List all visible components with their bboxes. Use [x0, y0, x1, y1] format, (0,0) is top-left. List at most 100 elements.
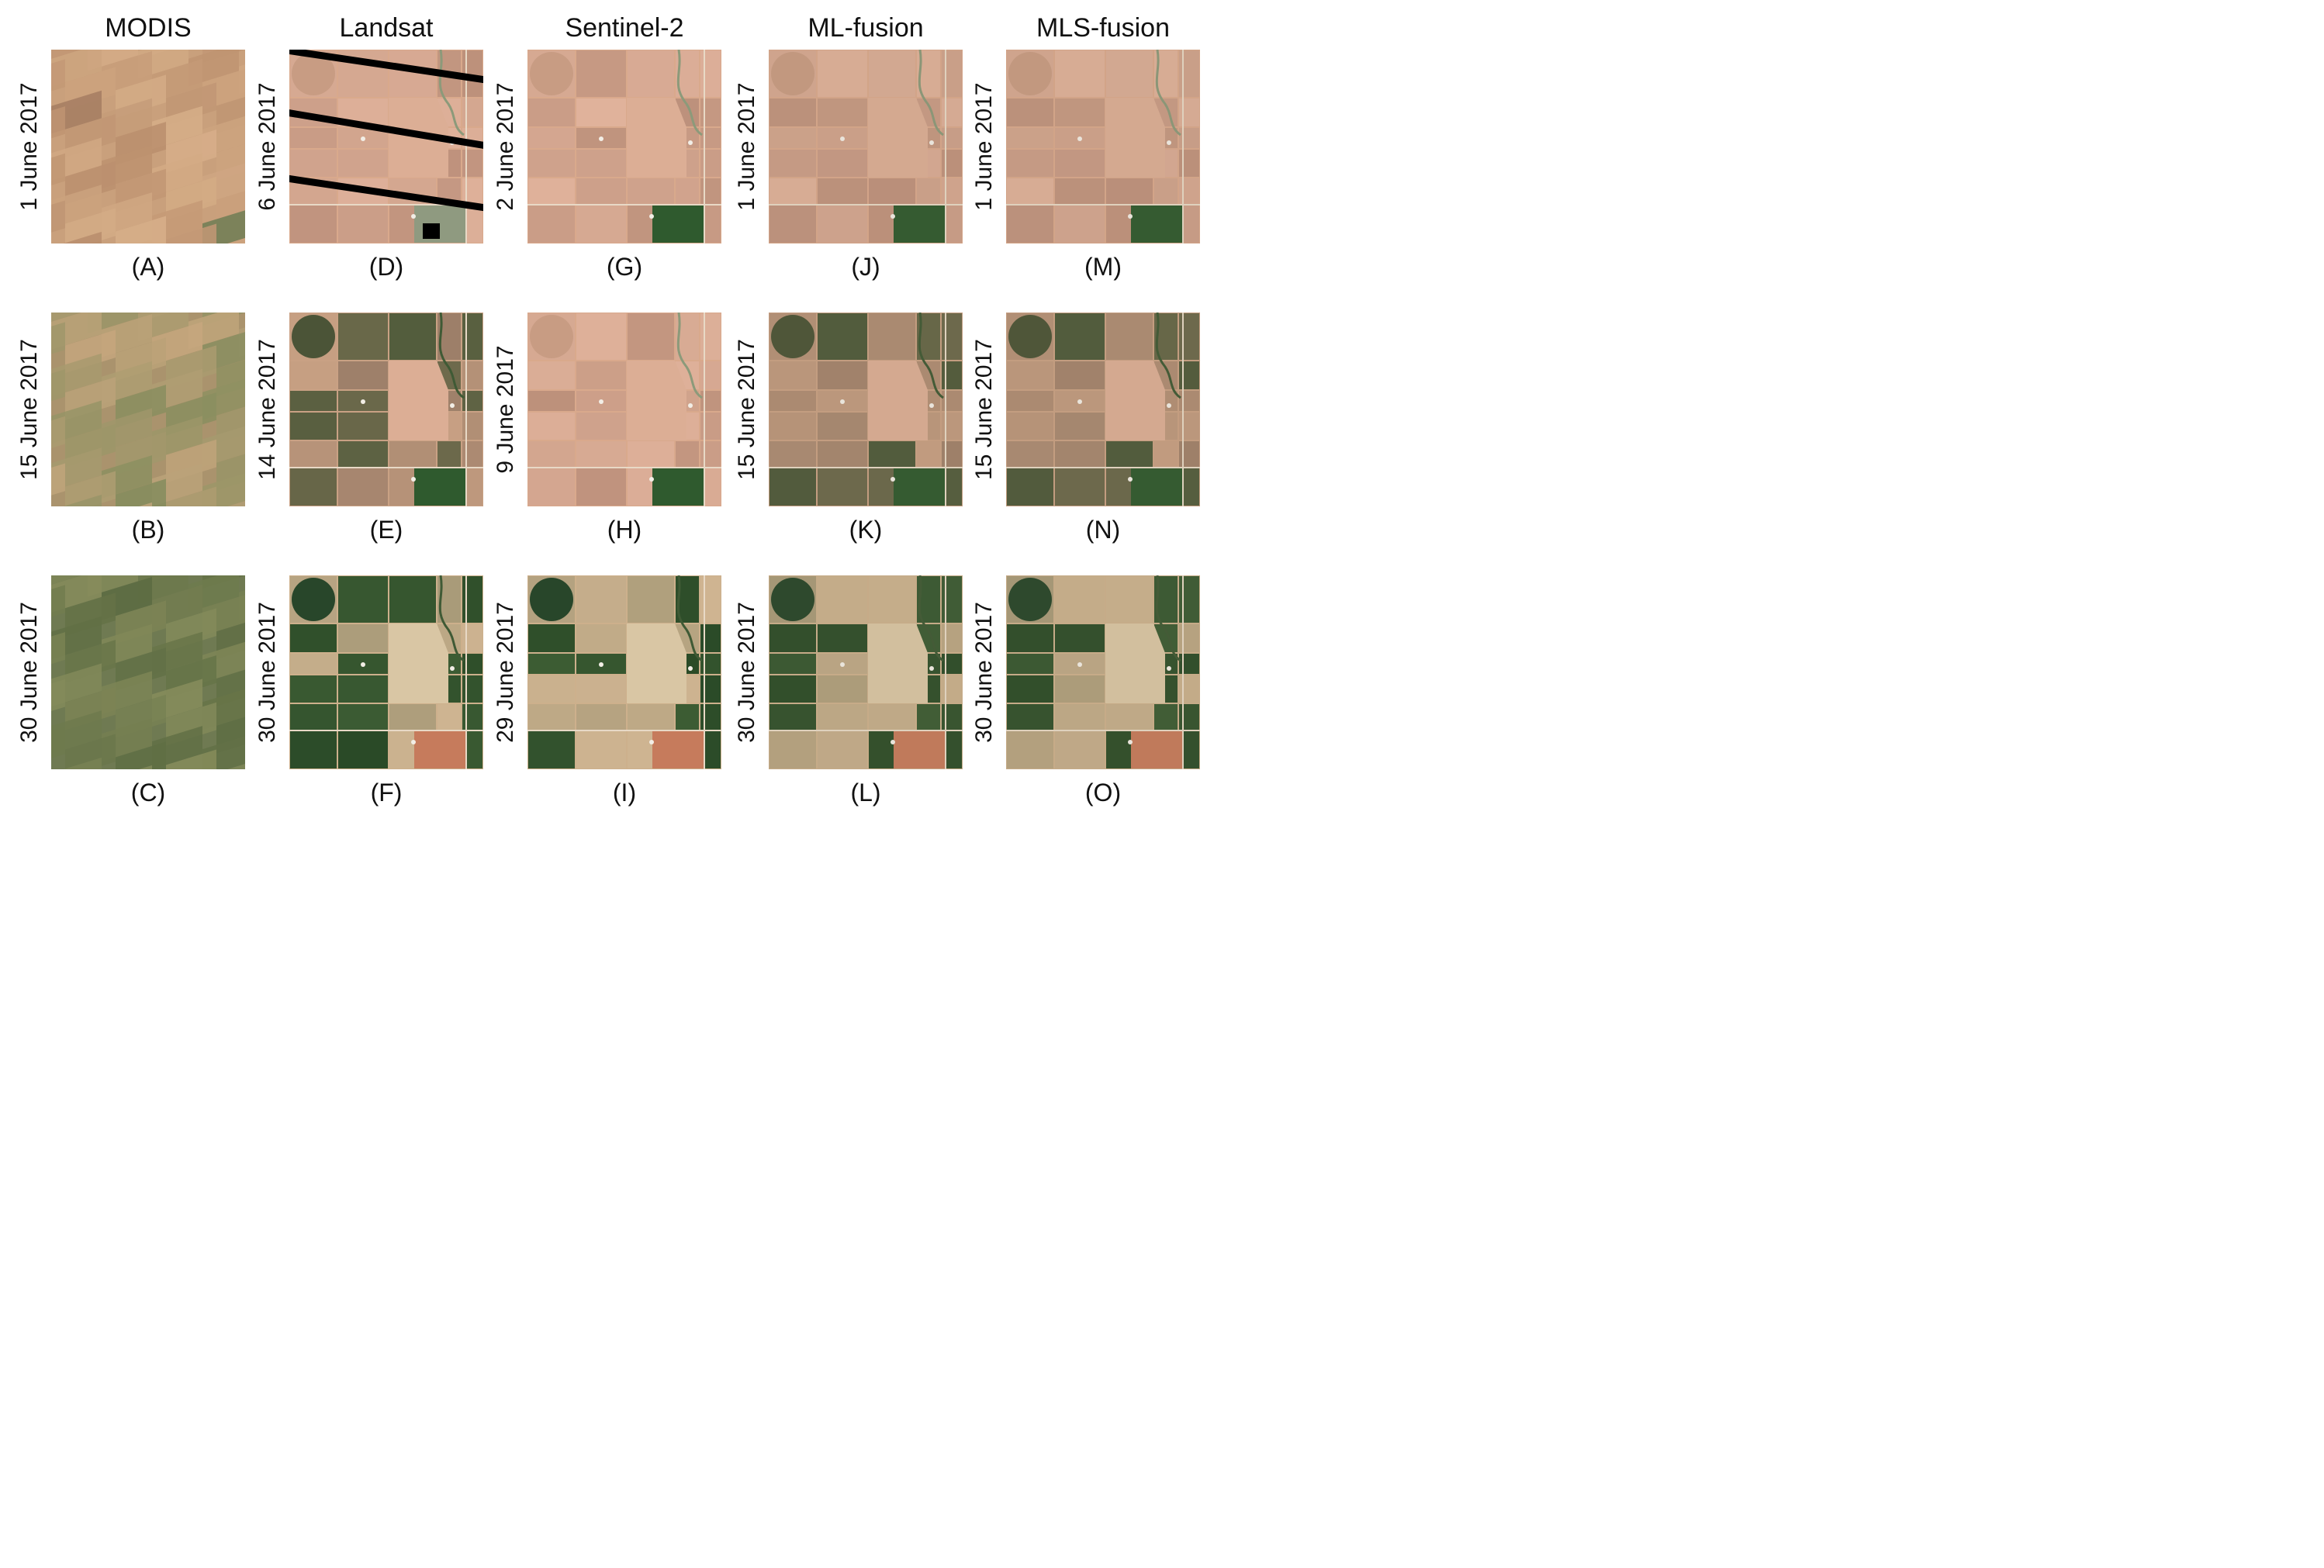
field-parcel	[1055, 624, 1105, 652]
satellite-image	[289, 50, 483, 243]
field-parcel	[576, 205, 626, 243]
satellite-image-svg	[527, 313, 721, 506]
field-parcel	[818, 50, 867, 97]
satellite-image	[1006, 313, 1200, 506]
satellite-image-svg	[289, 50, 483, 243]
farmstead	[361, 662, 365, 667]
field-parcel	[462, 150, 482, 177]
field-parcel	[528, 654, 575, 674]
field-parcel	[1106, 576, 1153, 623]
field-parcel	[576, 313, 626, 360]
field-parcel	[769, 731, 816, 768]
field-parcel	[1007, 361, 1053, 389]
field-parcel	[576, 576, 626, 623]
field-parcel	[290, 441, 337, 467]
farmstead	[688, 666, 693, 671]
farmstead	[688, 140, 693, 145]
field-parcel	[389, 313, 436, 360]
field-parcel	[338, 576, 388, 623]
field-parcel	[1106, 704, 1153, 730]
satellite-image-svg	[527, 50, 721, 243]
field-parcel	[700, 654, 721, 674]
field-parcel	[1007, 413, 1053, 440]
panel-letter: (D)	[368, 253, 404, 281]
field-parcel	[1007, 731, 1053, 768]
modis-pixel-block	[116, 216, 166, 243]
field-parcel	[676, 704, 699, 730]
field-parcel	[389, 441, 436, 467]
center-pivot-field	[1008, 315, 1052, 358]
field-parcel	[290, 150, 337, 177]
field-parcel	[576, 441, 626, 467]
farmstead	[361, 136, 365, 141]
field-parcel	[290, 413, 337, 440]
creek	[438, 313, 465, 399]
field-parcel	[338, 361, 388, 389]
farmstead	[649, 740, 654, 744]
field-parcel	[769, 150, 816, 177]
farmstead	[649, 214, 654, 219]
field-parcel	[818, 468, 867, 506]
fusion-haze	[1006, 50, 1200, 243]
acquisition-date: 30 June 2017	[971, 602, 997, 743]
field-parcel	[338, 704, 388, 730]
field-parcel	[769, 361, 816, 389]
fusion-haze	[769, 50, 963, 243]
center-pivot-field	[292, 578, 335, 621]
field-parcel	[462, 654, 482, 674]
field-parcel	[528, 361, 575, 389]
acquisition-date: 30 June 2017	[254, 602, 280, 743]
field-parcel	[1007, 441, 1053, 467]
field-parcel	[1007, 150, 1053, 177]
field-parcel	[917, 178, 940, 204]
column-header-s2: Sentinel-2	[565, 13, 684, 43]
satellite-image	[51, 313, 245, 506]
modis-pixel-block	[65, 471, 116, 506]
satellite-image	[289, 313, 483, 506]
acquisition-date: 30 June 2017	[16, 602, 42, 743]
fusion-haze	[1006, 313, 1200, 506]
field-parcel	[338, 313, 388, 360]
field-parcel	[869, 50, 915, 97]
acquisition-date: 6 June 2017	[254, 82, 280, 211]
field-parcel	[769, 654, 816, 674]
field-parcel	[437, 704, 461, 730]
satellite-image-svg	[51, 313, 245, 506]
bottom-right-field	[1131, 205, 1183, 243]
scan-line-gap	[289, 109, 483, 149]
column-header-landsat: Landsat	[339, 13, 434, 43]
bottom-right-field	[652, 731, 704, 768]
panel-letter: (E)	[369, 516, 403, 544]
field-parcel	[462, 441, 482, 467]
scan-line-gap	[289, 174, 483, 212]
bottom-right-field	[894, 205, 946, 243]
acquisition-date: 29 June 2017	[493, 602, 518, 743]
field-parcel	[1106, 50, 1153, 97]
field-parcel	[528, 441, 575, 467]
creek	[1155, 575, 1181, 662]
field-parcel	[528, 675, 575, 703]
field-parcel	[576, 361, 626, 389]
central-bare-field	[389, 361, 448, 440]
panel-letter: (H)	[607, 516, 642, 544]
farmstead	[411, 740, 416, 744]
panel-letter: (K)	[849, 516, 883, 544]
field-parcel	[818, 361, 867, 389]
modis-pixel-block	[116, 478, 166, 506]
satellite-image-svg	[1006, 575, 1200, 769]
modis-pixel-block	[51, 106, 65, 139]
central-bare-field	[868, 623, 928, 703]
field-parcel	[769, 441, 816, 467]
field-parcel	[1055, 313, 1105, 360]
field-parcel	[462, 361, 482, 389]
field-parcel	[338, 731, 388, 768]
panel-letter: (A)	[131, 253, 165, 281]
satellite-image-svg	[51, 575, 245, 769]
satellite-image-svg	[527, 575, 721, 769]
satellite-image	[1006, 575, 1200, 769]
center-pivot-field	[530, 578, 573, 621]
field-parcel	[528, 704, 575, 730]
scan-line-gap	[289, 50, 483, 84]
farmstead	[361, 399, 365, 404]
field-parcel	[576, 50, 626, 97]
